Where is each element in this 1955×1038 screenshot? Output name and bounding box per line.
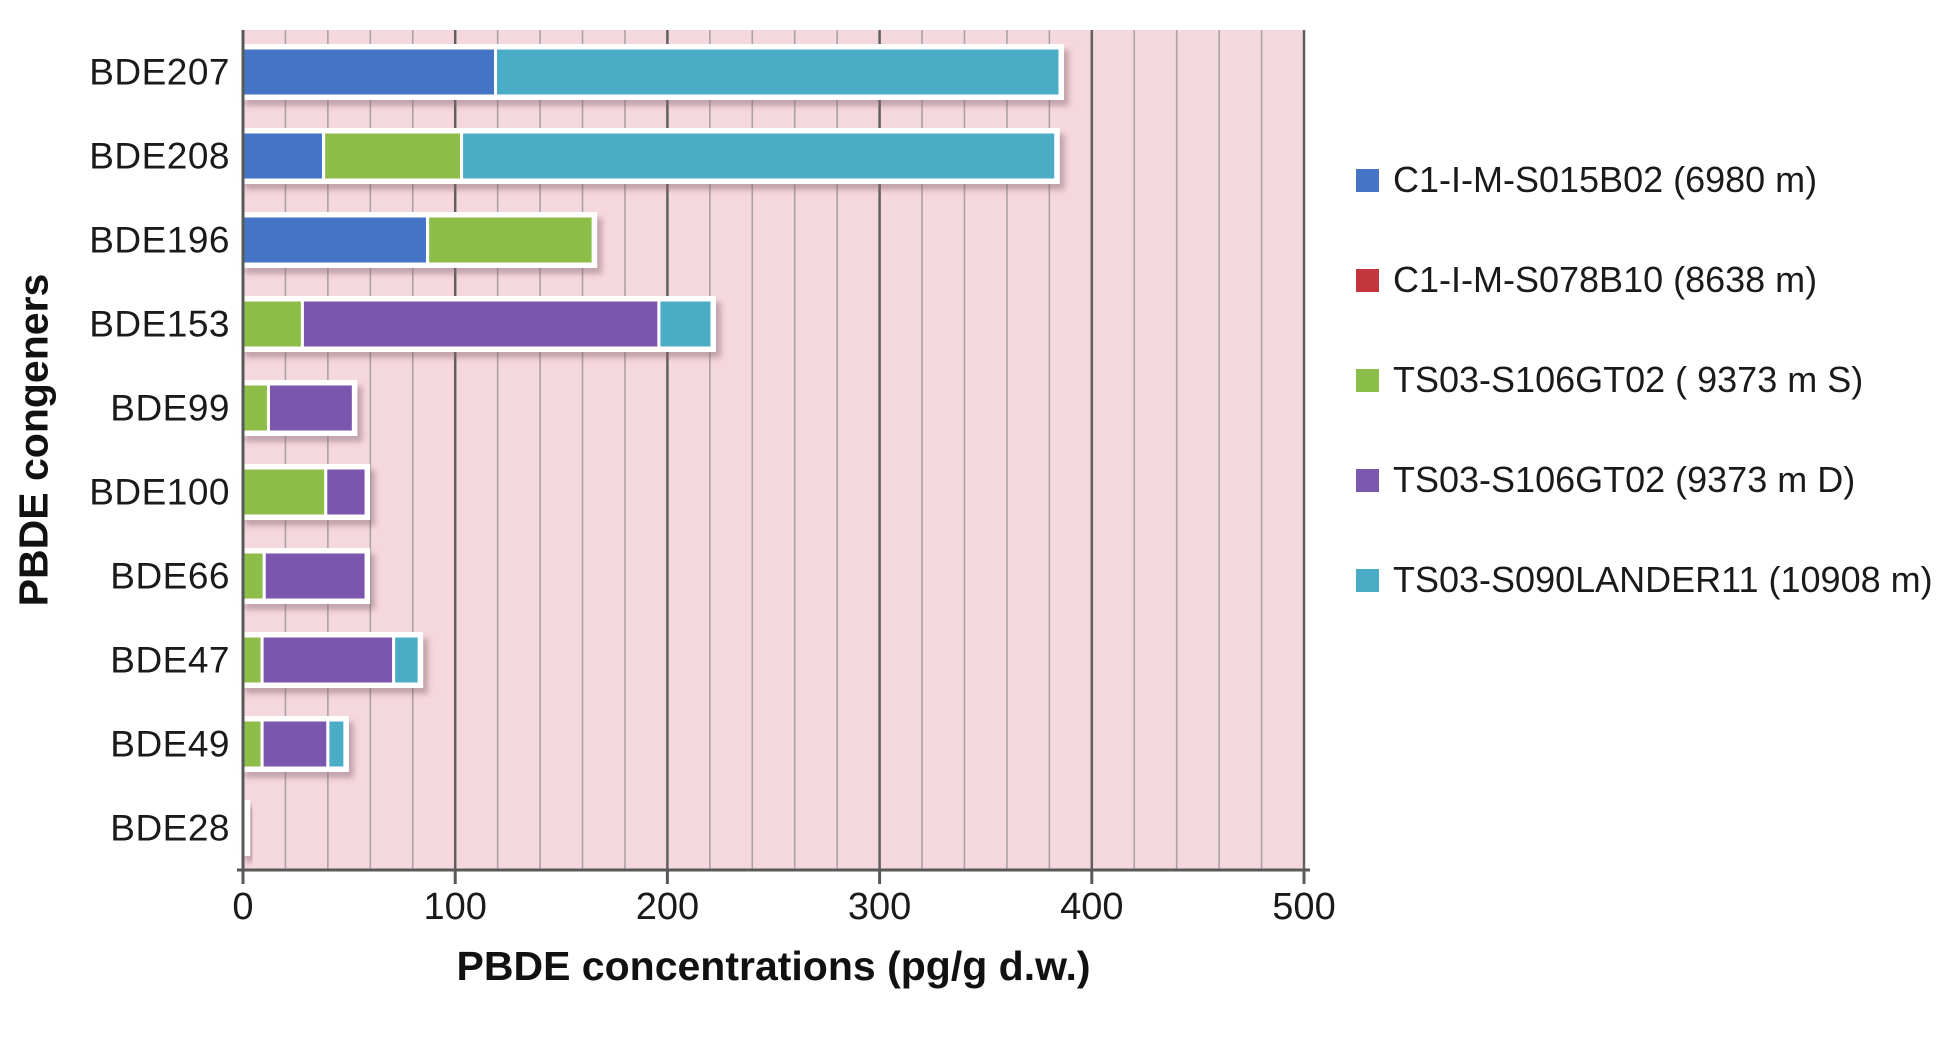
category-label: BDE99 (110, 387, 230, 429)
bar-BDE49 (240, 716, 349, 772)
bar-segment (324, 466, 368, 518)
bar-BDE47 (240, 632, 424, 688)
bar-segment (241, 382, 270, 434)
bar-segment (494, 46, 1062, 98)
category-label: BDE153 (89, 303, 230, 345)
bar-segment (300, 298, 661, 350)
x-tick-label: 300 (847, 886, 912, 928)
bar-BDE100 (240, 464, 371, 520)
bar-segment (241, 466, 328, 518)
x-tick-label: 400 (1060, 886, 1124, 928)
bar-segment (241, 130, 326, 182)
legend-item: TS03-S106GT02 ( 9373 m S) (1356, 358, 1863, 402)
category-label: BDE66 (110, 555, 230, 597)
category-label: BDE100 (89, 471, 230, 513)
legend-label: C1-I-M-S078B10 (8638 m) (1393, 259, 1818, 300)
bar-BDE153 (240, 296, 716, 352)
bar-segment (392, 634, 421, 686)
category-label: BDE47 (110, 639, 230, 681)
bar-BDE196 (240, 212, 598, 268)
legend-item: TS03-S106GT02 (9373 m D) (1356, 458, 1855, 502)
legend-label: TS03-S090LANDER11 (10908 m) (1393, 559, 1933, 600)
category-label: BDE196 (89, 219, 230, 261)
bar-segment (260, 718, 330, 770)
bar-segment (241, 298, 304, 350)
bar-segment (426, 214, 595, 266)
bar-segment (241, 550, 266, 602)
legend-swatch-icon (1356, 368, 1379, 392)
bar-segment (260, 634, 396, 686)
bar-segment (241, 718, 264, 770)
legend-item: C1-I-M-S015B02 (6980 m) (1356, 158, 1817, 202)
bar-segment (460, 130, 1058, 182)
legend-item: TS03-S090LANDER11 (10908 m) (1356, 558, 1933, 602)
bar-BDE208 (240, 128, 1060, 184)
legend-item: C1-I-M-S078B10 (8638 m) (1356, 258, 1817, 302)
legend-label: TS03-S106GT02 (9373 m D) (1393, 459, 1856, 500)
bar-segment (241, 46, 498, 98)
legend-swatch-icon (1356, 168, 1379, 192)
bar-segment (243, 802, 248, 854)
category-label: BDE207 (89, 51, 230, 93)
legend-label: C1-I-M-S015B02 (6980 m) (1393, 159, 1818, 200)
legend-label: TS03-S106GT02 ( 9373 m S) (1393, 359, 1864, 400)
x-tick-label: 100 (423, 886, 487, 928)
x-tick-label: 200 (635, 886, 700, 928)
legend-swatch-icon (1356, 568, 1379, 592)
bar-segment (266, 382, 355, 434)
legend-swatch-icon (1356, 268, 1379, 292)
bar-BDE99 (240, 380, 358, 436)
x-tick-label: 500 (1272, 886, 1336, 928)
legend-swatch-icon (1356, 468, 1379, 492)
bar-segment (262, 550, 368, 602)
bar-segment (241, 214, 430, 266)
category-label: BDE28 (110, 807, 230, 849)
bar-segment (326, 718, 347, 770)
bar-segment (241, 634, 264, 686)
y-axis-title: PBDE congeners (10, 273, 57, 607)
bar-BDE207 (240, 44, 1064, 100)
bar-segment (657, 298, 714, 350)
category-label: BDE208 (89, 135, 230, 177)
bar-BDE66 (240, 548, 371, 604)
category-label: BDE49 (110, 723, 230, 765)
x-axis-title: PBDE concentrations (pg/g d.w.) (456, 943, 1091, 989)
bar-segment (322, 130, 464, 182)
x-tick-label: 0 (232, 886, 254, 928)
